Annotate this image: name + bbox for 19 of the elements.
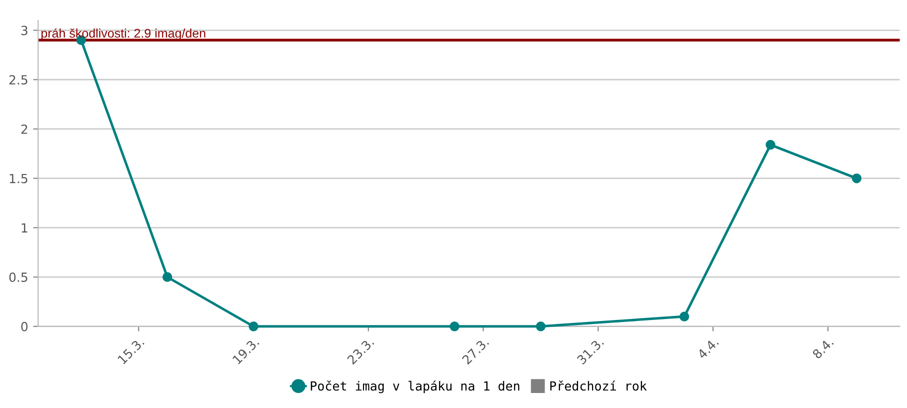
point bbox=[248, 322, 258, 332]
legend-label: Předchozí rok bbox=[550, 380, 647, 391]
legend-label: Počet imag v lapáku na 1 den bbox=[310, 380, 520, 394]
ref-line-label: práh škodlivosti: 2.9 imag/den bbox=[41, 28, 206, 40]
point bbox=[679, 312, 690, 322]
x-tick-label: 4.4. bbox=[696, 337, 719, 360]
point bbox=[766, 140, 776, 150]
y-tick-label: 2 bbox=[21, 124, 28, 134]
y-tick-label: 1 bbox=[22, 223, 28, 232]
y-tick-label: 2.5 bbox=[9, 75, 28, 85]
point bbox=[536, 322, 546, 332]
y-tick-label: 0 bbox=[21, 322, 28, 332]
x-tick-label: 8.4. bbox=[812, 337, 834, 360]
y-tick-label: 3 bbox=[21, 26, 28, 36]
point bbox=[852, 173, 862, 184]
y-tick-label: 0.5 bbox=[9, 272, 28, 282]
y-tick-label: 1.5 bbox=[10, 174, 28, 184]
point bbox=[162, 272, 172, 282]
point bbox=[450, 322, 460, 332]
